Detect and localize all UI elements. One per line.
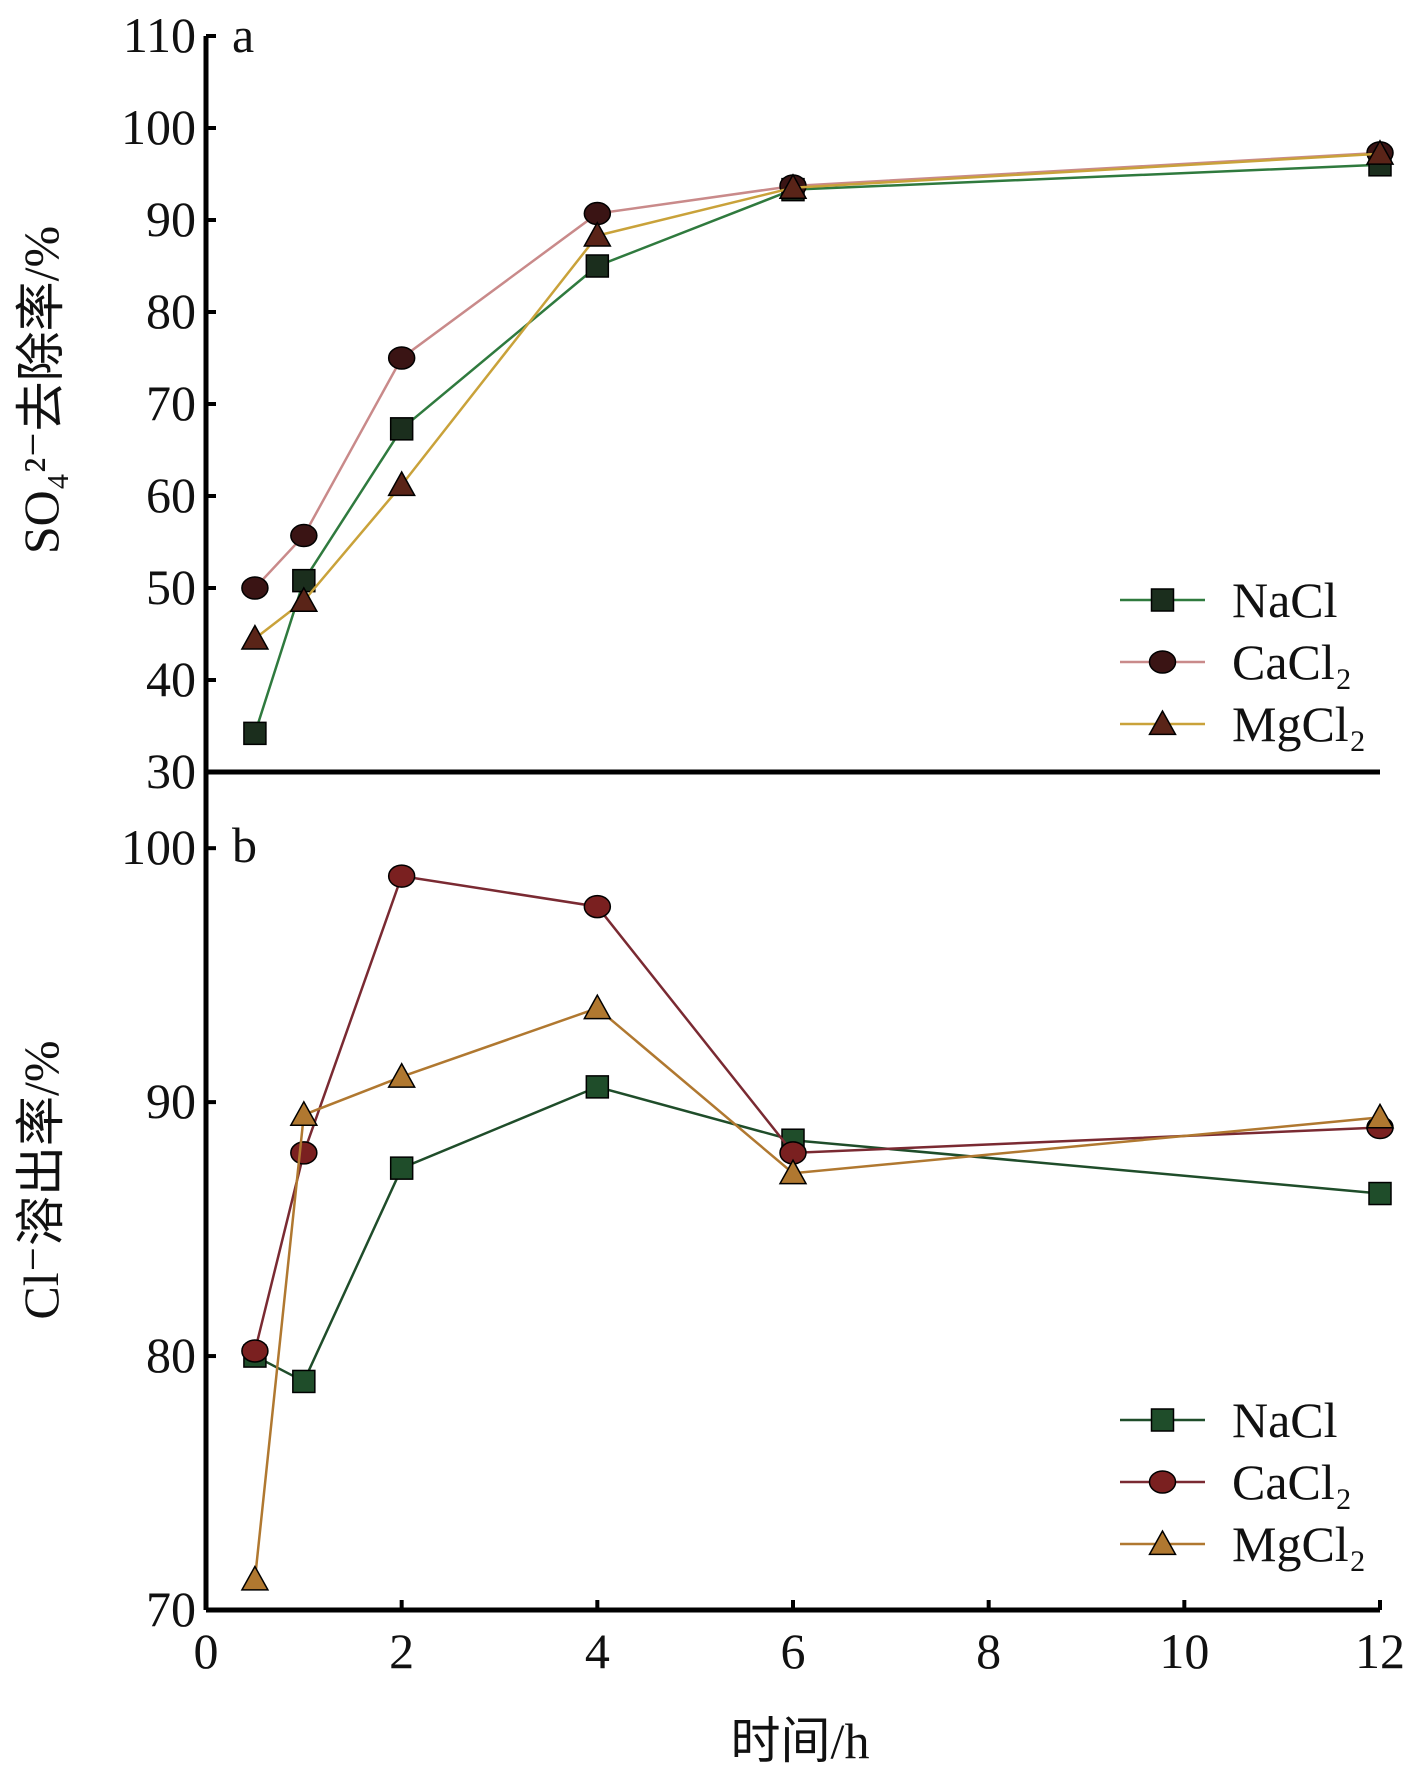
legend-label-square: NaCl (1232, 1392, 1338, 1448)
y-tick-label-a: 50 (146, 559, 196, 615)
y-tick-label-a: 40 (146, 651, 196, 707)
x-tick-label: 2 (389, 1623, 414, 1679)
legend-marker-triangle (1148, 1529, 1177, 1556)
data-point-triangle (778, 1158, 808, 1185)
y-tick-label-a: 80 (146, 283, 196, 339)
data-point-square (1368, 1181, 1392, 1206)
x-tick-label: 0 (194, 1623, 219, 1679)
y-tick-label-b: 80 (146, 1327, 196, 1383)
series-line-triangle (253, 1006, 1381, 1580)
series-line-square (253, 163, 1381, 734)
data-point-circle (387, 346, 416, 370)
data-point-square (389, 417, 414, 441)
panel-a: 30 40 50 60 70 80 90 100 110 NaCl CaCl₂ MgCl₂ (121, 7, 1395, 799)
series-line-circle (254, 151, 1381, 589)
data-point-triangle (778, 173, 808, 199)
legend-marker-circle (1148, 1470, 1177, 1494)
series-line-circle (253, 874, 1381, 1352)
data-point-circle (241, 576, 269, 600)
legend-label-triangle: MgCl₂ (1232, 696, 1366, 752)
data-point-triangle (583, 993, 612, 1020)
data-point-triangle (240, 624, 270, 650)
legend-label-triangle: MgCl₂ (1232, 1516, 1366, 1572)
legend-label-circle: CaCl₂ (1232, 1454, 1352, 1510)
x-tick-label: 12 (1355, 1623, 1405, 1679)
data-point-triangle (583, 221, 612, 247)
data-point-triangle (240, 1564, 270, 1591)
y-tick-label-a: 30 (146, 743, 196, 799)
data-point-triangle (1365, 1102, 1395, 1129)
data-point-circle (290, 523, 318, 548)
data-point-triangle (1365, 139, 1395, 165)
y-tick-label-a: 110 (123, 7, 196, 63)
data-point-square (292, 1369, 316, 1394)
y-tick-label-a: 70 (146, 375, 196, 431)
data-point-triangle (387, 1062, 416, 1088)
legend-marker-square (1150, 588, 1175, 612)
x-tick-label: 6 (781, 1623, 806, 1679)
y-tick-label-a: 60 (146, 467, 196, 523)
x-tick-label: 10 (1159, 1623, 1209, 1679)
data-point-circle (290, 1141, 318, 1165)
legend-marker-square (1150, 1408, 1175, 1432)
data-point-circle (583, 894, 612, 919)
data-point-square (243, 721, 267, 746)
data-point-circle (387, 864, 416, 888)
data-point-square (585, 254, 610, 278)
y-tick-label-a: 100 (121, 99, 196, 155)
data-point-square (389, 1156, 414, 1180)
data-point-square (585, 1075, 610, 1099)
y-axis-title-b: Cl⁻溶出率/% (13, 1040, 69, 1319)
data-point-triangle (289, 586, 319, 613)
panel-b: 70 80 90 100 NaCl CaCl₂ MgCl₂ (121, 772, 1395, 1637)
y-tick-label-b: 70 (146, 1581, 196, 1637)
y-tick-label-a: 90 (146, 191, 196, 247)
data-point-triangle (289, 1100, 319, 1126)
y-tick-label-b: 100 (121, 819, 196, 875)
legend-label-square: NaCl (1232, 572, 1338, 628)
series-line-square (254, 1085, 1381, 1384)
legend-marker-triangle (1148, 709, 1177, 736)
legend-marker-circle (1148, 650, 1177, 674)
panel-a-letter: a (232, 7, 254, 63)
x-tick-label: 8 (976, 1623, 1001, 1679)
x-axis-title: 时间/h (731, 1713, 870, 1769)
legend-label-circle: CaCl₂ (1232, 634, 1352, 690)
data-point-circle (241, 1339, 269, 1363)
y-axis-title-a: SO₄²⁻去除率/% (13, 226, 69, 554)
data-point-triangle (387, 470, 416, 497)
y-tick-label-b: 90 (146, 1073, 196, 1129)
panel-b-letter: b (232, 817, 257, 873)
series-line-triangle (254, 152, 1381, 640)
x-axis: 0 2 4 6 8 10 12 (194, 1600, 1405, 1679)
x-tick-label: 4 (585, 1623, 610, 1679)
